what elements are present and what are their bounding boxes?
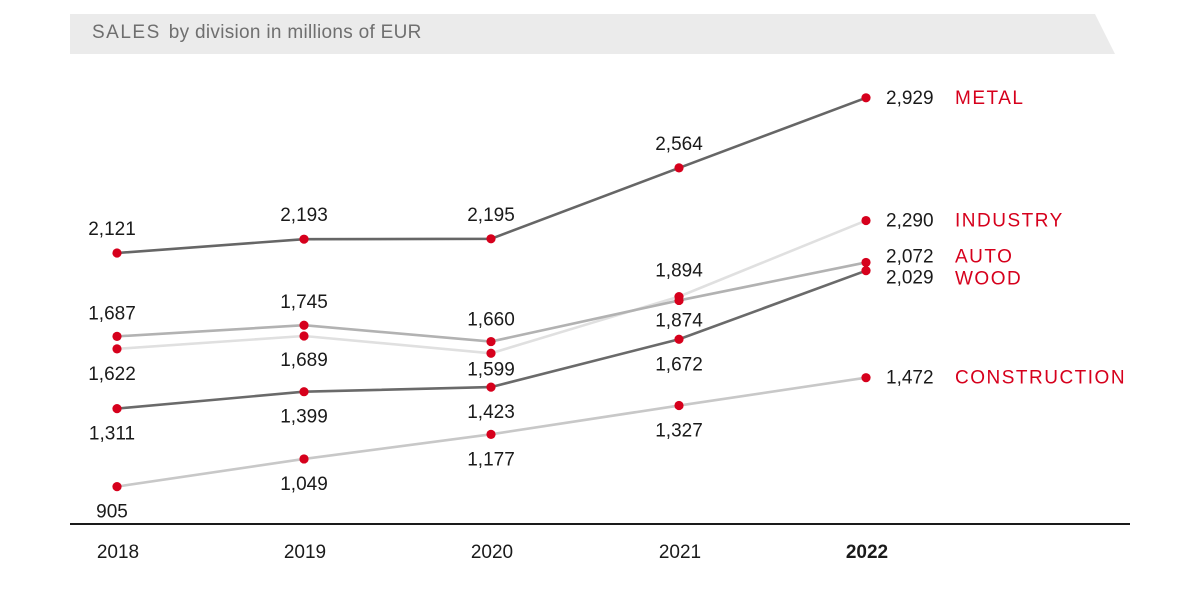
data-label-metal-2022: 2,929 — [886, 88, 934, 109]
data-label-industry-2020: 1,599 — [467, 359, 515, 380]
series-name-industry: INDUSTRY — [955, 211, 1064, 232]
data-point-industry-2018 — [112, 344, 122, 354]
data-point-construction-2019 — [299, 454, 309, 464]
data-point-industry-2020 — [486, 348, 496, 358]
data-label-metal-2021: 2,564 — [655, 134, 703, 155]
data-point-auto-2022 — [861, 257, 871, 268]
data-label-auto-2021: 1,874 — [655, 310, 703, 331]
data-label-construction-2022: 1,472 — [886, 368, 934, 389]
data-point-wood-2020 — [486, 382, 496, 392]
data-point-construction-2018 — [112, 482, 122, 492]
data-label-industry-2021: 1,894 — [655, 261, 703, 282]
data-label-industry-2022: 2,290 — [886, 211, 934, 232]
series-name-auto: AUTO — [955, 246, 1013, 267]
data-point-industry-2022 — [861, 215, 871, 226]
data-point-construction-2022 — [861, 373, 871, 383]
data-label-construction-2020: 1,177 — [467, 449, 515, 470]
data-label-metal-2020: 2,195 — [467, 205, 515, 226]
chart-title-sub: by division in millions of EUR — [168, 22, 422, 43]
data-point-auto-2020 — [486, 336, 496, 347]
x-tick-labels: 2018 2019 2020 2021 2022 — [97, 542, 888, 563]
data-point-construction-2020 — [486, 429, 496, 439]
series-name-wood: WOOD — [955, 269, 1022, 290]
x-tick-label-2020: 2020 — [471, 542, 513, 563]
series-markers — [112, 93, 871, 492]
data-label-construction-2018: 905 — [96, 502, 128, 523]
data-label-auto-2018: 1,687 — [88, 303, 136, 324]
data-point-metal-2019 — [299, 234, 309, 244]
x-tick-label-2019: 2019 — [284, 542, 326, 563]
value-labels: 2,121 2,193 2,195 2,564 2,929 1,622 1,689 1,599… — [88, 88, 933, 523]
title-bar-background — [70, 14, 1115, 54]
data-label-industry-2019: 1,689 — [280, 350, 328, 371]
data-point-construction-2021 — [674, 400, 684, 411]
data-label-auto-2020: 1,660 — [467, 310, 515, 331]
data-point-metal-2018 — [112, 248, 122, 258]
data-point-wood-2019 — [299, 387, 309, 397]
data-point-wood-2021 — [674, 334, 684, 344]
data-point-metal-2021 — [674, 163, 684, 173]
data-point-metal-2020 — [486, 234, 496, 244]
data-label-wood-2022: 2,029 — [886, 268, 934, 289]
series-lines — [116, 96, 867, 488]
data-point-auto-2019 — [299, 320, 309, 330]
data-point-auto-2018 — [112, 331, 122, 341]
data-label-construction-2019: 1,049 — [280, 474, 328, 495]
x-tick-label-2021: 2021 — [659, 542, 701, 563]
data-point-industry-2019 — [299, 331, 309, 341]
data-label-wood-2020: 1,423 — [467, 402, 515, 423]
x-tick-label-2018: 2018 — [97, 542, 139, 563]
chart-title-main: SALES — [92, 22, 161, 43]
series-name-construction: CONSTRUCTION — [955, 368, 1126, 389]
data-point-metal-2022 — [861, 93, 871, 103]
data-label-metal-2019: 2,193 — [280, 205, 328, 226]
data-label-auto-2019: 1,745 — [280, 292, 328, 313]
x-tick-label-2022: 2022 — [846, 542, 888, 563]
series-name-metal: METAL — [955, 88, 1024, 109]
series-line-metal — [116, 96, 867, 255]
data-point-wood-2018 — [112, 404, 122, 414]
chart-title: SALES by division in millions of EUR — [92, 22, 422, 44]
data-label-wood-2021: 1,672 — [655, 354, 703, 375]
data-label-metal-2018: 2,121 — [88, 219, 136, 240]
data-label-wood-2019: 1,399 — [280, 407, 328, 428]
chart-title-bar: SALES by division in millions of EUR — [70, 14, 1115, 54]
data-label-industry-2018: 1,622 — [88, 364, 136, 385]
data-point-wood-2022 — [861, 266, 871, 276]
data-label-wood-2018: 1,311 — [89, 424, 135, 445]
data-label-construction-2021: 1,327 — [655, 421, 703, 442]
data-point-auto-2021 — [674, 295, 684, 306]
data-label-auto-2022: 2,072 — [886, 246, 934, 267]
